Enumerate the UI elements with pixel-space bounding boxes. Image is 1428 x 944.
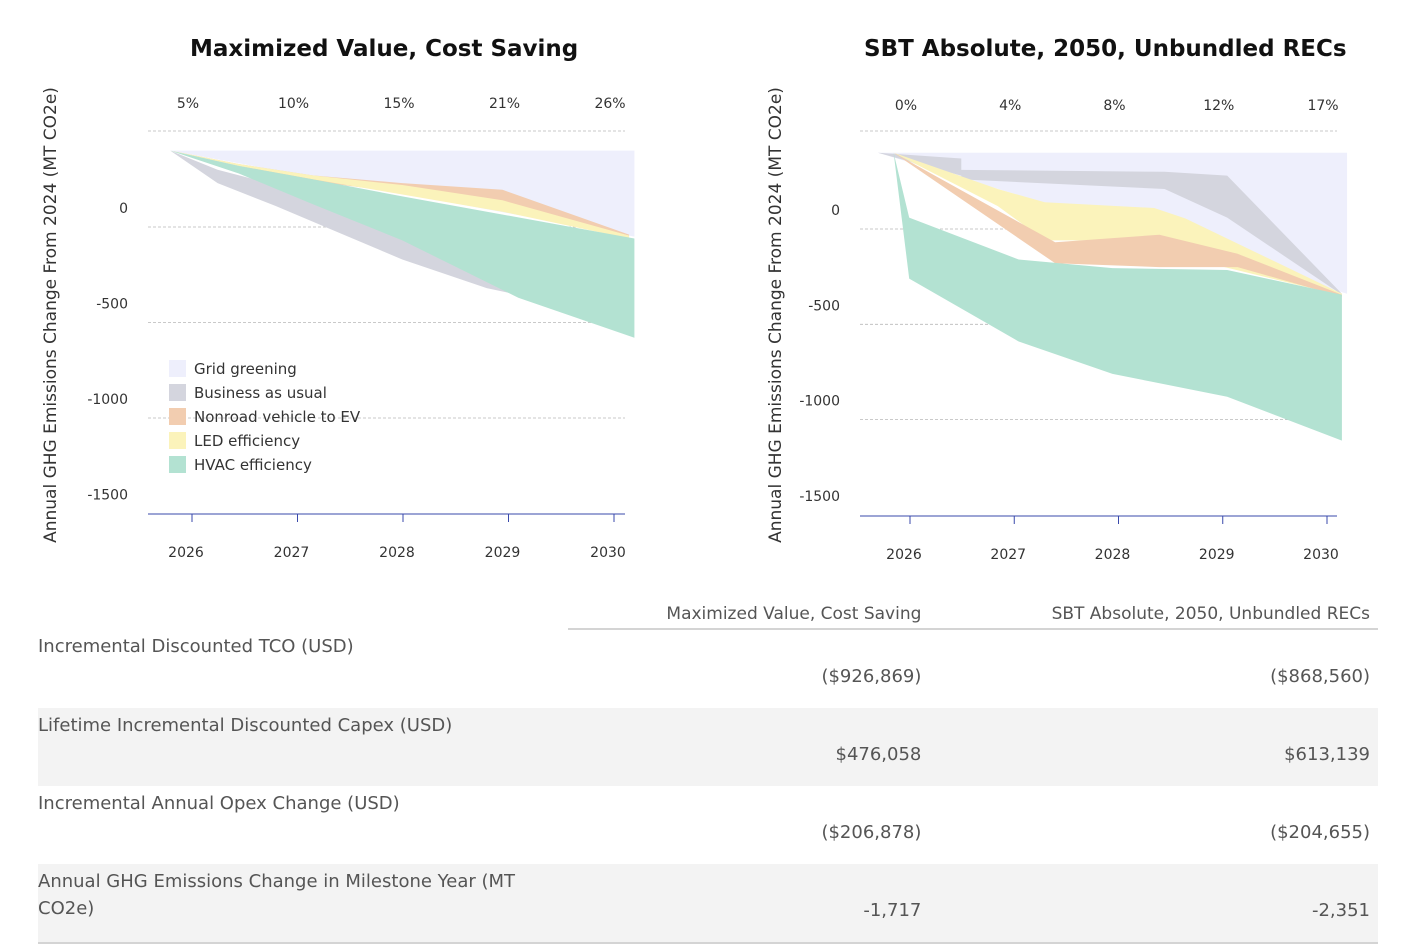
- top-axis-label: 15%: [383, 96, 414, 112]
- x-tick-label: 2029: [1199, 547, 1235, 563]
- legend-label-led-efficiency: LED efficiency: [194, 432, 300, 450]
- row-value-b: ($868,560): [1270, 665, 1370, 687]
- area-grid-greening: [170, 150, 635, 237]
- y-tick-label: -1000: [87, 392, 128, 408]
- y-tick-label: 0: [119, 201, 128, 217]
- legend-label-grid-greening: Grid greening: [194, 360, 297, 378]
- top-axis-label: 17%: [1307, 98, 1338, 114]
- area-hvac-efficiency: [170, 150, 635, 338]
- table-row: Lifetime Incremental Discounted Capex (U…: [38, 708, 1378, 786]
- top-axis-label: 21%: [489, 96, 520, 112]
- row-value-b: $613,139: [929, 708, 1378, 786]
- legend-swatch-nonroad-vehicle-to-ev: [169, 408, 186, 425]
- table-row: Incremental Annual Opex Change (USD) ($2…: [38, 786, 1378, 864]
- area-led-efficiency: [170, 150, 630, 239]
- x-tick-label: 2028: [379, 545, 415, 561]
- x-tick-label: 2027: [990, 547, 1026, 563]
- legend-swatch-grid-greening: [169, 360, 186, 377]
- legend-label-hvac-efficiency: HVAC efficiency: [194, 456, 312, 474]
- row-label: Incremental Discounted TCO (USD): [38, 636, 354, 657]
- legend-swatch-hvac-efficiency: [169, 456, 186, 473]
- legend-swatch-led-efficiency: [169, 432, 186, 449]
- top-axis-label: 4%: [999, 98, 1021, 114]
- chart-title-right: SBT Absolute, 2050, Unbundled RECs: [864, 36, 1347, 62]
- top-axis-label: 26%: [594, 96, 625, 112]
- table-header-blank: [38, 598, 568, 629]
- table-row: Annual GHG Emissions Change in Milestone…: [38, 864, 1378, 944]
- chart-title-left: Maximized Value, Cost Saving: [190, 36, 579, 62]
- y-tick-label: -500: [808, 298, 840, 314]
- x-tick-label: 2026: [886, 547, 922, 563]
- table-header-row: Maximized Value, Cost Saving SBT Absolut…: [38, 598, 1378, 630]
- area-business-as-usual: [170, 150, 519, 295]
- row-value-a: $476,058: [568, 708, 930, 786]
- x-tick-label: 2030: [590, 545, 626, 561]
- top-axis-label: 12%: [1203, 98, 1234, 114]
- x-tick-label: 2027: [274, 545, 310, 561]
- y-axis-label: Annual GHG Emissions Change From 2024 (M…: [41, 87, 61, 543]
- top-axis-label: 10%: [278, 96, 309, 112]
- table-header-scenario-a: Maximized Value, Cost Saving: [568, 598, 930, 630]
- comparison-table: Maximized Value, Cost Saving SBT Absolut…: [38, 598, 1378, 944]
- area-hvac-efficiency: [893, 152, 1342, 441]
- x-tick-label: 2026: [168, 545, 204, 561]
- y-tick-label: -500: [96, 297, 128, 313]
- legend-label-nonroad-vehicle-to-ev: Nonroad vehicle to EV: [194, 408, 361, 426]
- y-tick-label: -1500: [87, 488, 128, 504]
- area-nonroad-vehicle-to-ev: [893, 152, 1342, 297]
- top-axis-label: 8%: [1103, 98, 1125, 114]
- row-value-b: ($204,655): [1270, 821, 1370, 843]
- table-row: Incremental Discounted TCO (USD) ($926,8…: [38, 629, 1378, 708]
- chart-maximized-value: 2026 5% 2027 10% 2028 15% 2029 21% 2030 26% 0 -500 -…: [41, 87, 635, 561]
- row-label: Lifetime Incremental Discounted Capex (U…: [38, 708, 568, 786]
- area-business-as-usual: [877, 152, 1342, 295]
- y-tick-label: -1000: [799, 394, 840, 410]
- x-tick-label: 2028: [1095, 547, 1131, 563]
- y-axis-label: Annual GHG Emissions Change From 2024 (M…: [766, 87, 786, 543]
- row-label: Annual GHG Emissions Change in Milestone…: [38, 864, 568, 944]
- row-value-a: ($206,878): [821, 821, 922, 843]
- x-tick-label: 2030: [1303, 547, 1339, 563]
- row-value-a: -1,717: [568, 864, 930, 944]
- top-axis-label: 5%: [177, 96, 199, 112]
- row-label: Incremental Annual Opex Change (USD): [38, 793, 400, 814]
- chart-sbt-absolute: 2026 0% 2027 4% 2028 8% 2029 12% 2030 17% 0 -500 -10…: [766, 87, 1348, 563]
- legend-swatch-business-as-usual: [169, 384, 186, 401]
- top-axis-label: 0%: [895, 98, 917, 114]
- x-tick-label: 2029: [485, 545, 521, 561]
- table-header-scenario-b: SBT Absolute, 2050, Unbundled RECs: [929, 598, 1378, 630]
- row-value-b: -2,351: [929, 864, 1378, 944]
- y-tick-label: 0: [831, 203, 840, 219]
- legend-label-business-as-usual: Business as usual: [194, 384, 327, 402]
- row-value-a: ($926,869): [821, 665, 922, 687]
- y-tick-label: -1500: [799, 489, 840, 505]
